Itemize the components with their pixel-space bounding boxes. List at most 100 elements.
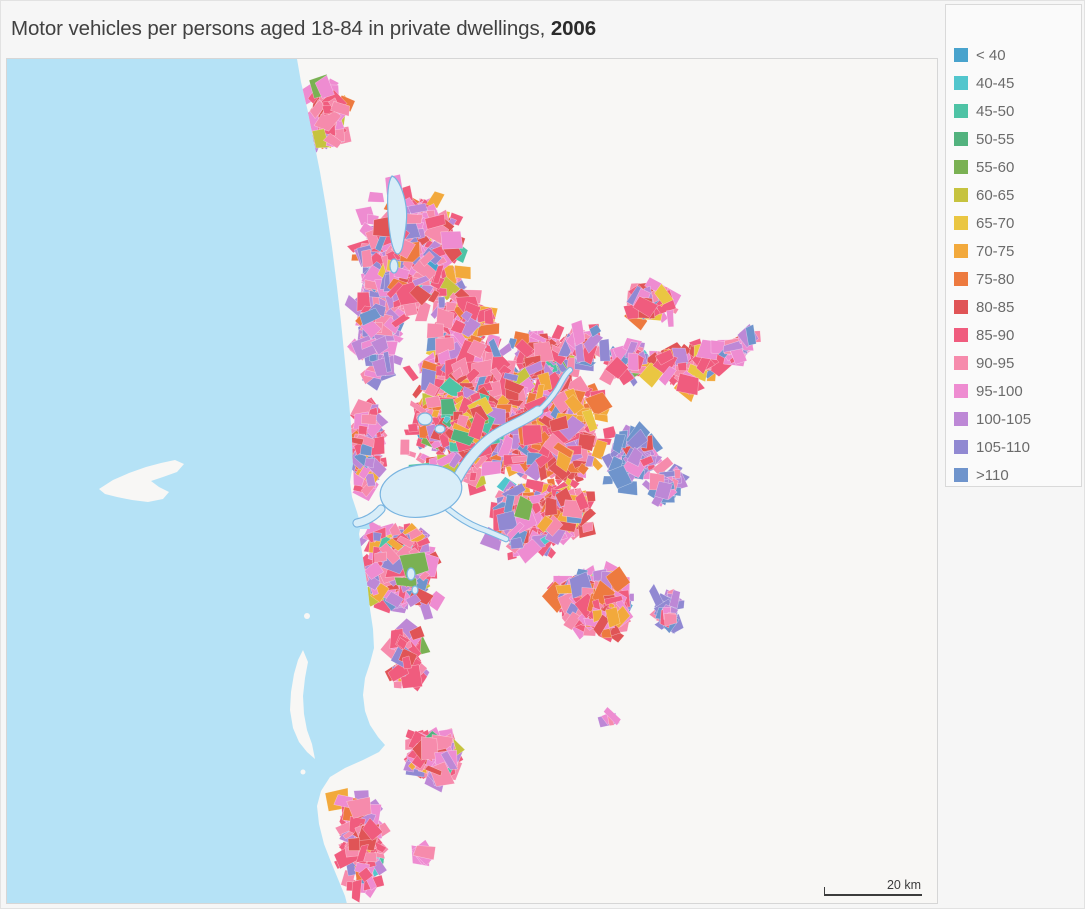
sa1-region[interactable] bbox=[386, 281, 404, 299]
islands bbox=[99, 460, 315, 775]
sa1-region[interactable] bbox=[666, 309, 675, 328]
sa1-region[interactable] bbox=[445, 301, 458, 312]
sa1-region[interactable] bbox=[654, 349, 675, 366]
sa1-region[interactable] bbox=[347, 837, 361, 851]
sa1-region[interactable] bbox=[604, 356, 629, 380]
legend-item[interactable]: 90-95 bbox=[954, 349, 1081, 377]
sa1-region[interactable] bbox=[419, 250, 435, 267]
sa1-region[interactable] bbox=[674, 469, 681, 479]
sa1-region[interactable] bbox=[360, 414, 377, 425]
sa1-region[interactable] bbox=[407, 202, 429, 215]
sa1-region[interactable] bbox=[368, 303, 387, 318]
sa1-region[interactable] bbox=[401, 365, 420, 382]
legend-item[interactable]: 95-100 bbox=[954, 377, 1081, 405]
legend-swatch bbox=[954, 272, 968, 286]
legend-swatch bbox=[954, 356, 968, 370]
sa1-region[interactable] bbox=[425, 191, 446, 209]
sa1-region[interactable] bbox=[374, 236, 387, 253]
sa1-region[interactable] bbox=[632, 295, 659, 318]
sa1-region[interactable] bbox=[658, 365, 677, 387]
legend-swatch bbox=[954, 188, 968, 202]
sa1-region[interactable] bbox=[393, 681, 403, 689]
sa1-region[interactable] bbox=[454, 265, 472, 280]
sa1-region[interactable] bbox=[550, 324, 565, 340]
sa1-region[interactable] bbox=[399, 439, 410, 456]
legend-item[interactable]: >110 bbox=[954, 461, 1081, 489]
legend-item-label: < 40 bbox=[976, 46, 1006, 64]
choropleth-map[interactable]: 20 km bbox=[7, 59, 937, 903]
penguin-island bbox=[300, 769, 306, 775]
sa1-region[interactable] bbox=[450, 319, 466, 335]
sa1-region[interactable] bbox=[469, 471, 477, 481]
legend-item[interactable]: 100-105 bbox=[954, 405, 1081, 433]
map-panel[interactable]: 20 km bbox=[6, 58, 938, 904]
sa1-region[interactable] bbox=[374, 551, 388, 563]
legend-swatch bbox=[954, 216, 968, 230]
rottnest-island bbox=[99, 460, 184, 502]
sa1-region[interactable] bbox=[432, 264, 445, 284]
legend-item-label: 95-100 bbox=[976, 382, 1023, 400]
legend-item[interactable]: 65-70 bbox=[954, 209, 1081, 237]
sa1-region[interactable] bbox=[367, 191, 385, 203]
legend-item-label: 100-105 bbox=[976, 410, 1032, 428]
sa1-region[interactable] bbox=[426, 323, 444, 339]
sa1-region[interactable] bbox=[407, 423, 419, 433]
sa1-region[interactable] bbox=[330, 100, 350, 117]
legend-item-label: 80-85 bbox=[976, 298, 1015, 316]
legend-panel: < 40 40-45 45-50 50-55 55-60 60-65 65-70… bbox=[945, 4, 1082, 487]
sa1-region[interactable] bbox=[351, 878, 363, 903]
lake-monger bbox=[434, 424, 446, 434]
sa1-region[interactable] bbox=[414, 299, 432, 322]
legend-item[interactable]: 60-65 bbox=[954, 181, 1081, 209]
legend-swatch bbox=[954, 384, 968, 398]
sa1-region[interactable] bbox=[521, 424, 543, 447]
sa1-region[interactable] bbox=[677, 362, 687, 372]
sa1-region[interactable] bbox=[322, 132, 343, 149]
scale-bar-label: 20 km bbox=[887, 878, 921, 892]
chart-title-year: 2006 bbox=[550, 17, 597, 40]
sa1-region[interactable] bbox=[409, 284, 433, 306]
sa1-region[interactable] bbox=[370, 335, 389, 356]
sa1-region[interactable] bbox=[404, 213, 424, 225]
sa1-region[interactable] bbox=[437, 296, 446, 309]
sa1-region[interactable] bbox=[440, 231, 464, 250]
sa1-region[interactable] bbox=[593, 413, 609, 423]
legend-item[interactable]: 40-45 bbox=[954, 69, 1081, 97]
legend-item[interactable]: 85-90 bbox=[954, 321, 1081, 349]
sa1-region[interactable] bbox=[411, 275, 430, 287]
sa1-region[interactable] bbox=[383, 351, 392, 373]
sa1-region[interactable] bbox=[361, 248, 374, 268]
legend-swatch bbox=[954, 160, 968, 174]
sa1-region[interactable] bbox=[363, 369, 383, 380]
legend-item[interactable]: < 40 bbox=[954, 41, 1081, 69]
legend-swatch bbox=[954, 468, 968, 482]
choropleth-mosaic[interactable] bbox=[293, 73, 762, 903]
sa1-region[interactable] bbox=[483, 308, 495, 325]
sa1-region[interactable] bbox=[654, 283, 674, 305]
legend-item-label: 90-95 bbox=[976, 354, 1015, 372]
scale-bar: 20 km bbox=[824, 878, 922, 896]
legend-item-label: 45-50 bbox=[976, 102, 1015, 120]
legend-item[interactable]: 75-80 bbox=[954, 265, 1081, 293]
legend-item[interactable]: 50-55 bbox=[954, 125, 1081, 153]
sa1-region[interactable] bbox=[544, 496, 558, 517]
sa1-region[interactable] bbox=[460, 310, 473, 323]
legend-item[interactable]: 80-85 bbox=[954, 293, 1081, 321]
sa1-region[interactable] bbox=[358, 307, 382, 327]
sa1-region[interactable] bbox=[372, 531, 382, 542]
sa1-region[interactable] bbox=[480, 461, 502, 477]
sa1-region[interactable] bbox=[627, 352, 639, 372]
sa1-region[interactable] bbox=[424, 213, 446, 230]
legend-swatch bbox=[954, 328, 968, 342]
legend-item-label: 85-90 bbox=[976, 326, 1015, 344]
sa1-region[interactable] bbox=[427, 289, 441, 304]
sa1-region[interactable] bbox=[314, 74, 335, 99]
sa1-region[interactable] bbox=[598, 338, 611, 362]
legend-item[interactable]: 105-110 bbox=[954, 433, 1081, 461]
legend-item[interactable]: 55-60 bbox=[954, 153, 1081, 181]
legend-item-label: 60-65 bbox=[976, 186, 1015, 204]
sa1-region[interactable] bbox=[311, 128, 330, 149]
legend-item[interactable]: 70-75 bbox=[954, 237, 1081, 265]
sa1-region[interactable] bbox=[390, 313, 411, 328]
legend-item[interactable]: 45-50 bbox=[954, 97, 1081, 125]
